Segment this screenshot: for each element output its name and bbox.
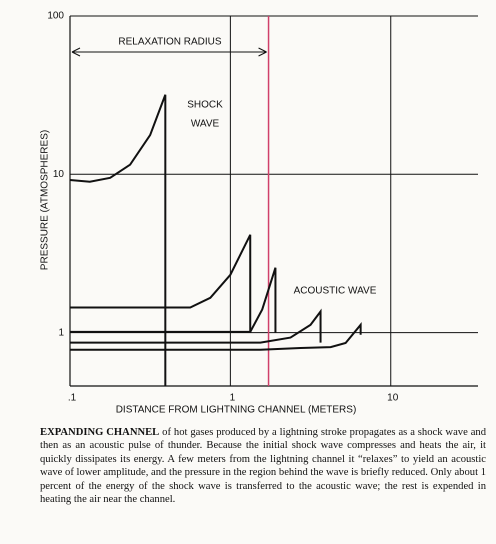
x-tick-label: 10 (387, 393, 399, 404)
y-tick-label: 1 (58, 327, 64, 338)
caption-lead: EXPANDING CHANNEL (40, 427, 160, 438)
caption-text: of hot gases produced by a lightning str… (40, 427, 486, 506)
pressure-curve (70, 267, 277, 333)
annotation: WAVE (191, 119, 220, 130)
y-tick-label: 10 (53, 169, 65, 180)
x-tick-label: 1 (230, 393, 236, 404)
arrow-head (71, 47, 267, 57)
pressure-curve (69, 94, 167, 386)
annotation: SHOCK (187, 100, 223, 111)
caption: EXPANDING CHANNEL of hot gases produced … (40, 426, 486, 506)
annotation: RELAXATION RADIUS (118, 37, 221, 48)
x-tick-label: .1 (68, 393, 77, 404)
annotation: ACOUSTIC WAVE (294, 286, 377, 297)
pressure-curve (70, 234, 252, 333)
chart: PRESSURE (ATMOSPHERES) DISTANCE FROM LIG… (40, 11, 478, 416)
y-axis-label: PRESSURE (ATMOSPHERES) (40, 130, 51, 270)
y-tick-label: 100 (47, 11, 64, 22)
x-axis-label: DISTANCE FROM LIGHTNING CHANNEL (METERS) (116, 405, 357, 416)
pressure-curve (70, 308, 322, 344)
pressure-curve (70, 322, 362, 351)
